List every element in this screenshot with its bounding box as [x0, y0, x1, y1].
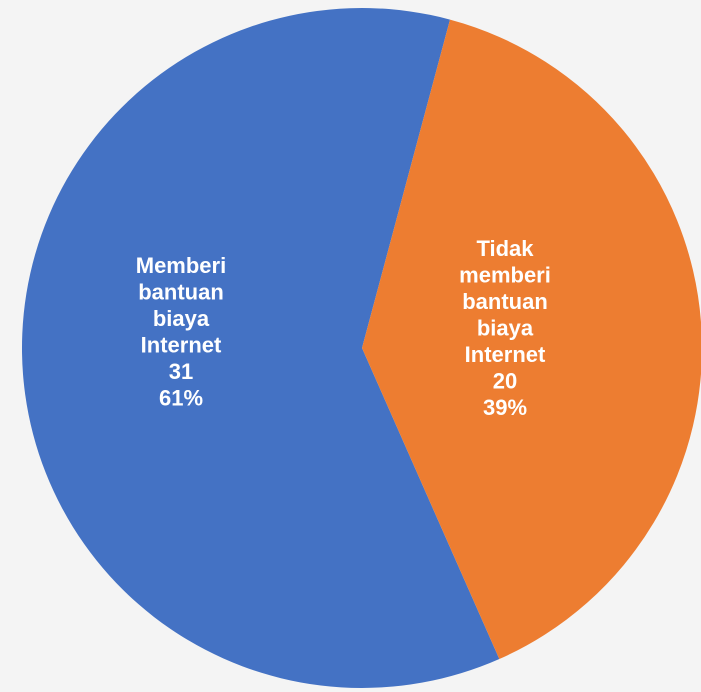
slice-percent-label: 39% — [483, 395, 527, 420]
slice-label-line: Internet — [465, 342, 546, 367]
pie-slice-1 — [21, 8, 500, 689]
slice-label-1: Memberi bantuan biaya Internet 31 61% — [136, 253, 226, 411]
slice-label-line: bantuan — [138, 280, 224, 305]
slice-value-label: 31 — [169, 359, 193, 384]
slice-label-2: Tidak memberi bantuan biaya Internet 20 39% — [459, 236, 551, 420]
slice-label-line: Memberi — [136, 253, 226, 278]
slice-percent-label: 61% — [159, 386, 203, 411]
slice-label-line: memberi — [459, 263, 551, 288]
slice-label-line: bantuan — [462, 289, 548, 314]
pie-labels: Memberi bantuan biaya Internet 31 61%Tidak mem… — [136, 236, 551, 420]
slice-label-line: biaya — [477, 316, 534, 341]
pie-slice-2 — [362, 19, 701, 660]
slice-label-line: Internet — [141, 333, 222, 358]
slice-value-label: 20 — [493, 369, 517, 394]
pie-slices — [21, 8, 701, 689]
slice-label-line: biaya — [153, 306, 210, 331]
slice-label-line: Tidak — [476, 236, 534, 261]
